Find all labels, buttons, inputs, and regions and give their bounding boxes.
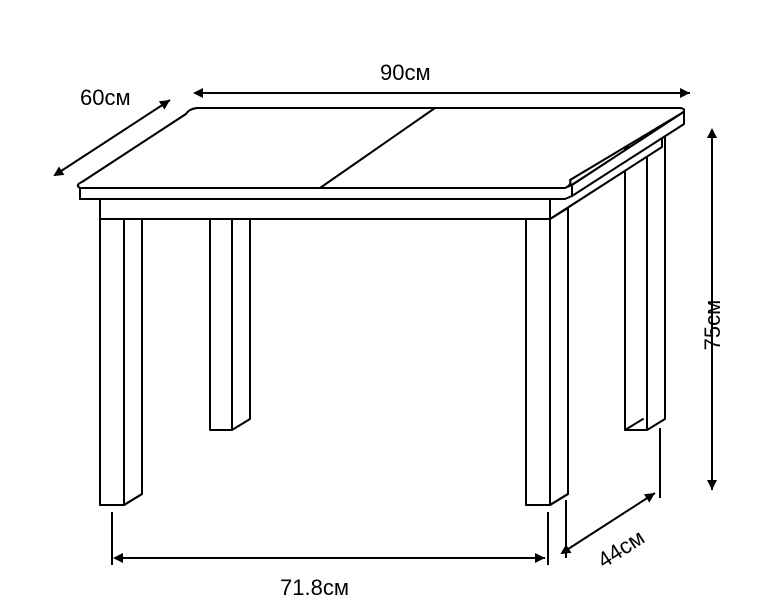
label-leg-side: 44см [593, 524, 649, 573]
label-width: 90см [380, 60, 431, 85]
label-leg-front: 71.8см [280, 575, 349, 600]
table-diagram: 60см 90см 75см 71.8см 44см [0, 0, 760, 616]
label-depth: 60см [80, 85, 131, 110]
label-height: 75см [700, 300, 725, 351]
